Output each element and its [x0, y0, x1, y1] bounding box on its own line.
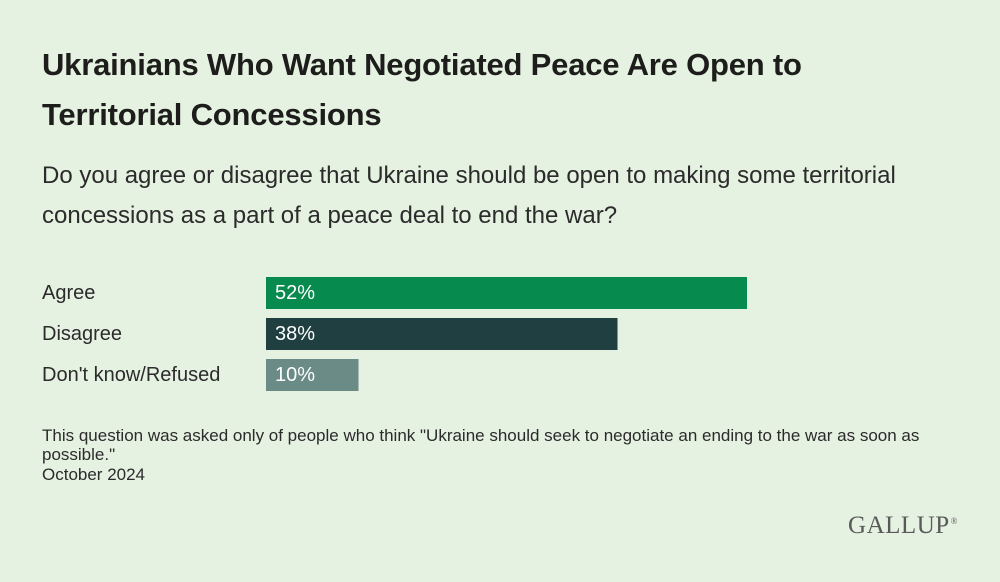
category-label-agree: Agree: [42, 282, 95, 304]
value-label-agree: 52%: [275, 282, 315, 304]
category-label-disagree: Disagree: [42, 323, 122, 345]
bar-agree: [266, 277, 747, 309]
footnote: This question was asked only of people w…: [42, 426, 920, 464]
chart-title: Ukrainians Who Want Negotiated Peace Are…: [42, 47, 802, 132]
bar-disagree: [266, 318, 618, 350]
registered-mark: ®: [950, 515, 958, 526]
bar-chart: Agree 52% Disagree 38% Don't know/Refused 10%: [42, 277, 747, 391]
value-label-don-t-know-refused: 10%: [275, 364, 315, 386]
gallup-logo: GALLUP®: [848, 512, 958, 540]
category-label-don-t-know-refused: Don't know/Refused: [42, 364, 220, 386]
bar-don-t-know-refused: [266, 359, 359, 391]
chart-subtitle: Do you agree or disagree that Ukraine sh…: [42, 162, 896, 229]
survey-date: October 2024: [42, 465, 146, 484]
logo-text: GALLUP: [848, 512, 950, 539]
value-label-disagree: 38%: [275, 323, 315, 345]
